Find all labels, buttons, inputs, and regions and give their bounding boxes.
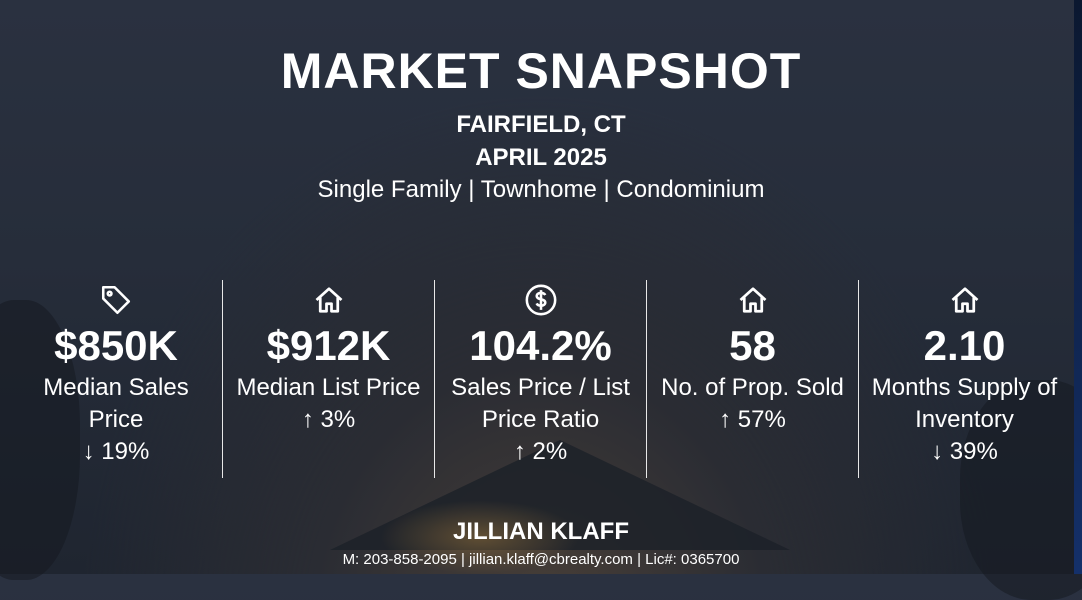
page-title: MARKET SNAPSHOT: [280, 43, 802, 99]
tag-icon: [10, 282, 222, 318]
stat-label: Median Sales Price: [43, 374, 189, 433]
right-edge: [1074, 0, 1082, 574]
agent-name: JILLIAN KLAFF: [453, 518, 629, 545]
background-tree: [960, 380, 1082, 600]
house-icon: [859, 282, 1070, 318]
period: APRIL 2025: [475, 144, 607, 171]
background-light: [380, 500, 580, 574]
stat-change: ↑ 57%: [719, 406, 786, 433]
property-types: Single Family | Townhome | Condominium: [317, 176, 765, 203]
stat-change: ↑ 2%: [513, 438, 568, 465]
stat-value: 104.2%: [469, 322, 612, 369]
location: FAIRFIELD, CT: [456, 111, 626, 138]
stat-change: ↑ 3%: [301, 406, 356, 433]
stat-properties-sold: 58 No. of Prop. Sold ↑ 57%: [646, 280, 858, 478]
stat-label: Months Supply of Inventory: [871, 374, 1058, 433]
stat-label: Median List Price: [236, 374, 421, 401]
stat-median-sales-price: $850K Median Sales Price ↓ 19%: [10, 280, 222, 478]
stat-value: 2.10: [923, 322, 1006, 369]
stat-change: ↓ 19%: [82, 438, 150, 465]
stat-change: ↓ 39%: [931, 438, 998, 465]
stat-value: $912K: [266, 322, 391, 369]
background-tree: [0, 300, 80, 580]
stat-value: 58: [729, 322, 776, 369]
stat-sales-list-ratio: 104.2% Sales Price / List Price Ratio ↑ …: [434, 280, 646, 478]
stat-label: Sales Price / List Price Ratio: [451, 374, 630, 433]
stat-median-list-price: $912K Median List Price ↑ 3%: [222, 280, 434, 478]
stat-label: No. of Prop. Sold: [661, 374, 844, 401]
stat-value: $850K: [54, 322, 178, 369]
house-icon: [223, 282, 434, 318]
stats-row: $850K Median Sales Price ↓ 19% $912K Med…: [10, 280, 1070, 478]
house-icon: [647, 282, 858, 318]
agent-contact: M: 203-858-2095 | jillian.klaff@cbrealty…: [342, 551, 740, 568]
stat-months-supply: 2.10 Months Supply of Inventory ↓ 39%: [858, 280, 1070, 478]
dollar-circle-icon: [435, 282, 646, 318]
